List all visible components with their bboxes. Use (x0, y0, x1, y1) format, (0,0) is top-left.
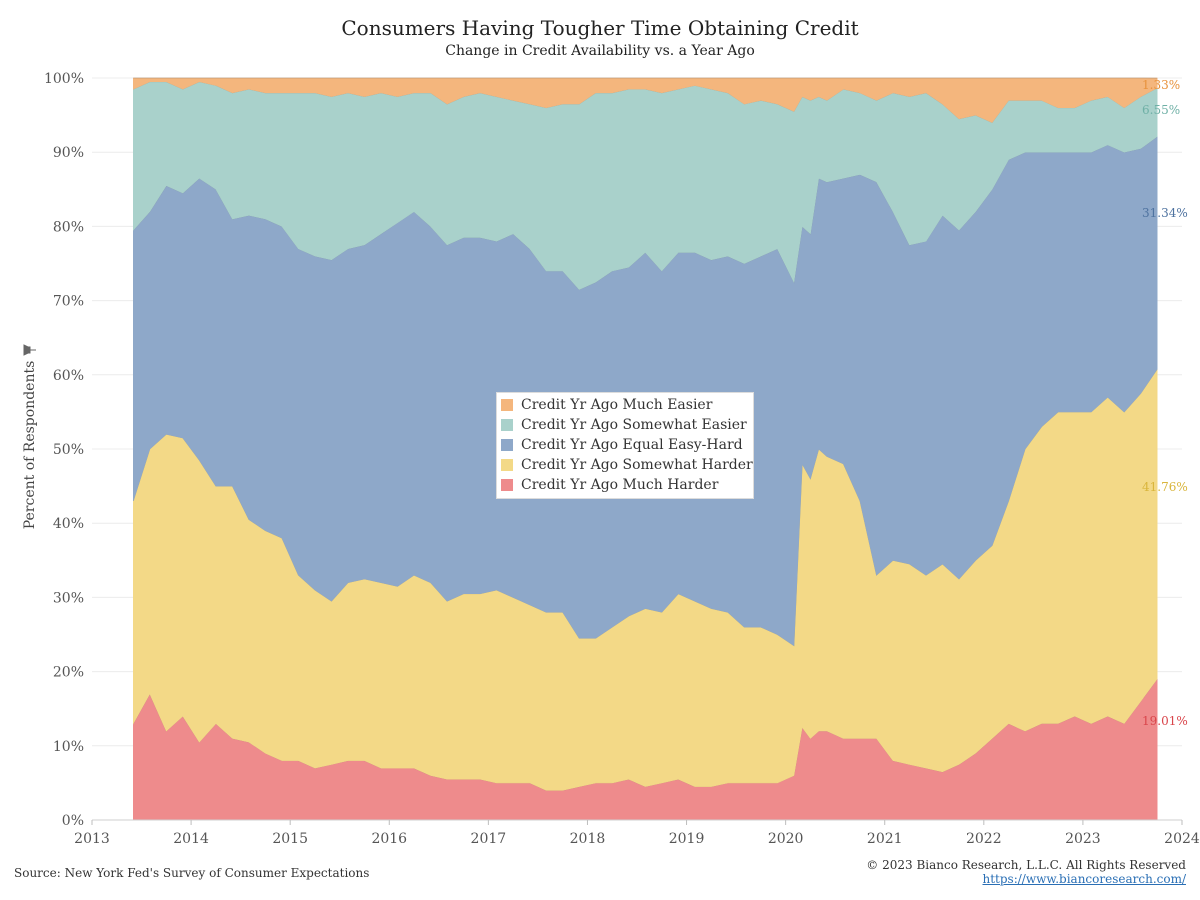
y-axis-ticks: 0% 10% 20% 30% 40% 50% 60% 70% 80% 90% 100% (44, 71, 84, 829)
legend: Credit Yr Ago Much Easier Credit Yr Ago S… (496, 392, 754, 499)
y-tick-label: 60% (53, 368, 84, 384)
x-tick-label: 2013 (74, 831, 110, 847)
x-tick-label: 2019 (669, 831, 705, 847)
end-label: 31.34% (1142, 206, 1188, 220)
x-tick-label: 2018 (570, 831, 606, 847)
legend-swatch (501, 439, 513, 451)
legend-item[interactable]: Credit Yr Ago Equal Easy-Hard (497, 435, 753, 455)
legend-item[interactable]: Credit Yr Ago Somewhat Harder (497, 455, 753, 475)
end-labels: 1.33% 6.55% 31.34% 41.76% 19.01% (1142, 78, 1188, 728)
legend-item[interactable]: Credit Yr Ago Much Harder (497, 475, 753, 495)
y-tick-label: 70% (53, 294, 84, 310)
y-axis-label: Percent of Respondents (22, 361, 38, 530)
end-label: 6.55% (1142, 103, 1180, 117)
end-label: 1.33% (1142, 78, 1180, 92)
x-tick-label: 2015 (272, 831, 308, 847)
x-tick-label: 2014 (173, 831, 209, 847)
legend-swatch (501, 459, 513, 471)
y-tick-label: 20% (53, 665, 84, 681)
end-label: 41.76% (1142, 480, 1188, 494)
y-tick-label: 90% (53, 145, 84, 161)
x-tick-label: 2017 (471, 831, 507, 847)
legend-swatch (501, 479, 513, 491)
x-tick-label: 2020 (768, 831, 804, 847)
y-tick-label: 100% (44, 71, 84, 87)
y-tick-label: 80% (53, 219, 84, 235)
legend-label: Credit Yr Ago Somewhat Harder (521, 457, 753, 473)
area-credit-yr-ago-much-easier (133, 77, 1158, 123)
x-tick-label: 2021 (867, 831, 903, 847)
x-tick-label: 2016 (371, 831, 407, 847)
legend-label: Credit Yr Ago Much Easier (521, 397, 713, 413)
chart-subtitle: Change in Credit Availability vs. a Year… (445, 43, 755, 59)
end-label: 19.01% (1142, 714, 1188, 728)
legend-label: Credit Yr Ago Equal Easy-Hard (521, 437, 743, 453)
legend-item[interactable]: Credit Yr Ago Much Easier (497, 395, 753, 415)
chart-title: Consumers Having Tougher Time Obtaining … (341, 16, 859, 40)
legend-swatch (501, 399, 513, 411)
y-tick-label: 0% (62, 813, 84, 829)
copyright-note: © 2023 Bianco Research, L.L.C. All Right… (866, 858, 1186, 872)
x-tick-label: 2024 (1164, 831, 1200, 847)
x-tick-label: 2023 (1065, 831, 1101, 847)
y-tick-label: 50% (53, 442, 84, 458)
y-tick-label: 10% (53, 739, 84, 755)
legend-item[interactable]: Credit Yr Ago Somewhat Easier (497, 415, 753, 435)
y-tick-label: 30% (53, 590, 84, 606)
area-series (132, 77, 1158, 821)
x-tick-label: 2022 (966, 831, 1002, 847)
pin-icon[interactable] (23, 344, 36, 356)
source-link[interactable]: https://www.biancoresearch.com/ (982, 872, 1186, 886)
legend-label: Credit Yr Ago Somewhat Easier (521, 417, 747, 433)
y-tick-label: 40% (53, 516, 84, 532)
x-axis-ticks: 2013 2014 2015 2016 2017 2018 2019 2020 2021 2022… (74, 819, 1200, 847)
legend-swatch (501, 419, 513, 431)
legend-label: Credit Yr Ago Much Harder (521, 477, 719, 493)
source-note: Source: New York Fed's Survey of Consume… (14, 866, 370, 880)
